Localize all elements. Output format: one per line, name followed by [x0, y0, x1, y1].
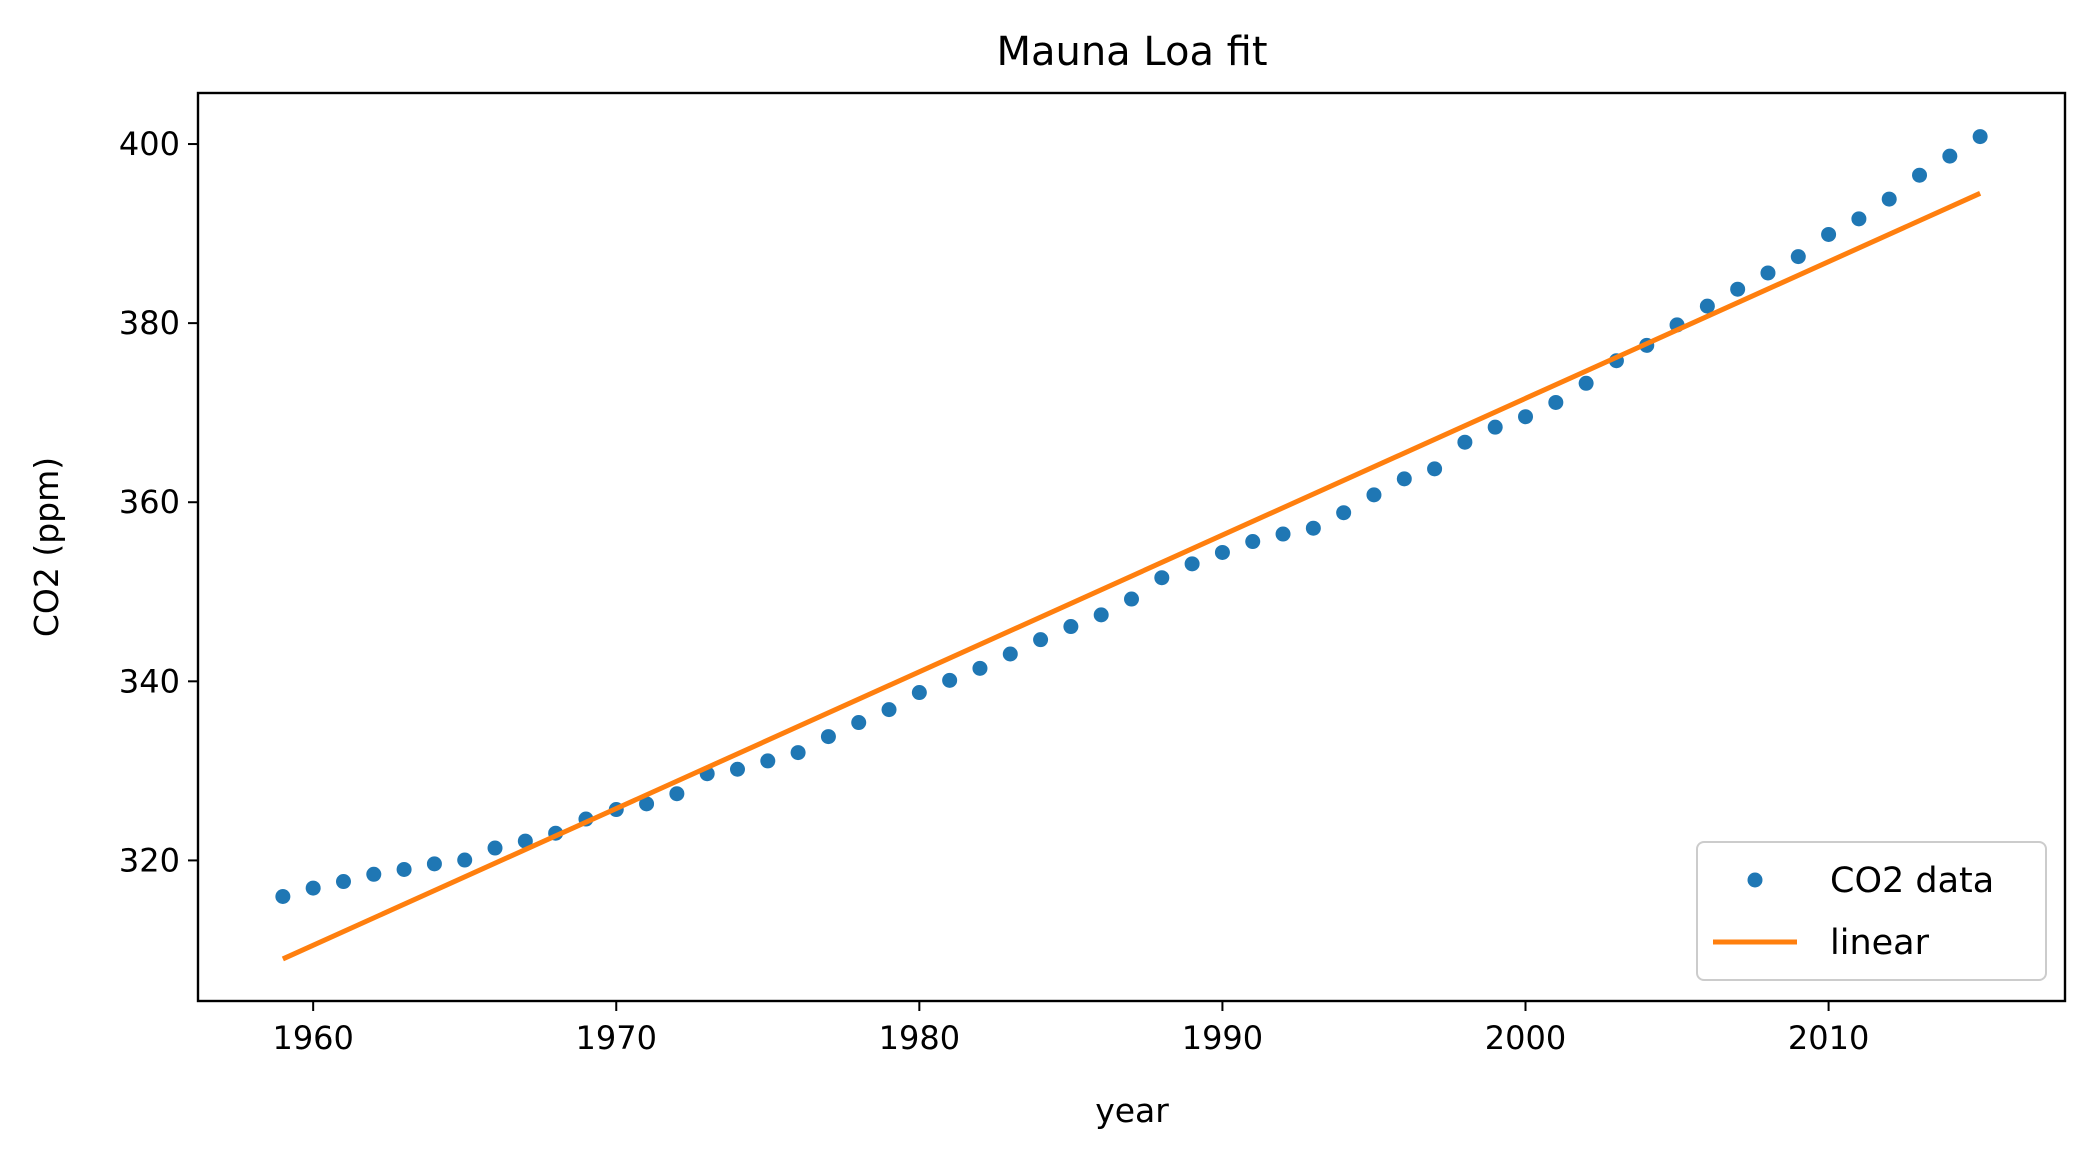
data-point [1942, 148, 1958, 164]
chart-title: Mauna Loa fit [996, 29, 1267, 75]
x-axis-label: year [1095, 1091, 1169, 1130]
y-tick-label: 400 [119, 125, 180, 163]
data-point [1699, 298, 1715, 314]
plot-area [275, 129, 1988, 962]
data-point [760, 753, 776, 769]
legend: CO2 data linear [1696, 841, 2047, 981]
x-tick-label: 1980 [879, 1019, 960, 1057]
data-point [335, 874, 351, 890]
data-point [1336, 505, 1352, 521]
data-point [1972, 129, 1988, 145]
y-tick-label: 380 [119, 304, 180, 342]
data-point [669, 786, 685, 802]
data-point [1851, 211, 1867, 227]
data-point [1214, 544, 1230, 560]
data-point [305, 880, 321, 896]
data-point [487, 840, 503, 856]
data-point [1184, 556, 1200, 572]
y-tick-label: 360 [119, 483, 180, 521]
y-tick-label: 340 [119, 662, 180, 700]
axis-ticks: 1960 1970 1980 1990 2000 2010 320 340 360 380 400 [119, 125, 1869, 1057]
series-line-linear [281, 191, 1982, 962]
data-point [881, 702, 897, 718]
data-point [1518, 409, 1534, 425]
data-point [426, 856, 442, 872]
legend-marker-co2-data [1747, 872, 1763, 888]
data-point [1275, 526, 1291, 542]
data-point [1063, 619, 1079, 635]
data-point [1881, 191, 1897, 207]
data-point [1790, 249, 1806, 265]
data-point [1093, 607, 1109, 623]
data-point [911, 685, 927, 701]
data-point [820, 729, 836, 745]
data-point [275, 888, 291, 904]
data-point [1912, 167, 1928, 183]
data-point [1578, 375, 1594, 391]
y-tick-label: 320 [119, 841, 180, 879]
legend-label-linear: linear [1830, 923, 1930, 963]
data-point [1124, 591, 1139, 607]
data-point [729, 761, 745, 777]
axes-frame [196, 91, 2067, 1003]
data-point [1760, 265, 1776, 281]
data-point [396, 861, 412, 877]
data-point [639, 796, 655, 812]
data-point [1245, 534, 1261, 550]
data-point [1548, 394, 1564, 410]
data-point [1487, 419, 1503, 435]
data-point [851, 715, 867, 731]
x-tick-label: 1970 [576, 1019, 657, 1057]
data-point [457, 852, 473, 868]
x-tick-label: 1960 [272, 1019, 353, 1057]
data-point [1305, 520, 1321, 536]
data-point [790, 745, 806, 761]
data-point [1396, 471, 1412, 487]
data-point [942, 672, 958, 688]
data-point [1154, 570, 1170, 586]
x-tick-label: 2010 [1788, 1019, 1869, 1057]
data-point [1427, 461, 1443, 477]
data-point [366, 866, 382, 882]
data-point [972, 660, 988, 676]
y-axis-label: CO2 (ppm) [27, 457, 66, 637]
data-point [1457, 434, 1473, 450]
data-point [1821, 226, 1837, 242]
x-tick-label: 2000 [1485, 1019, 1566, 1057]
data-point [1033, 632, 1049, 648]
data-point [1366, 487, 1382, 503]
x-tick-label: 1990 [1182, 1019, 1263, 1057]
legend-box [1696, 841, 2047, 981]
data-point [1002, 646, 1018, 662]
data-point [517, 833, 533, 849]
legend-label-co2-data: CO2 data [1830, 861, 1994, 901]
data-point [1730, 281, 1746, 297]
